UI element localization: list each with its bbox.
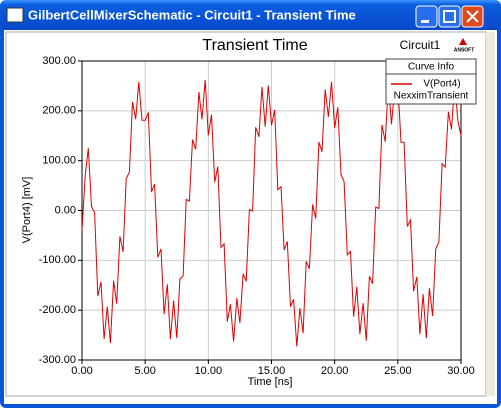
maximize-icon [443, 10, 456, 23]
legend-box [385, 58, 477, 105]
close-icon [466, 10, 479, 23]
minimize-icon [421, 20, 429, 23]
y-tick-label: -100.00 [39, 254, 76, 266]
x-tick-label: 0.00 [71, 365, 92, 377]
y-tick-label: 300.00 [42, 55, 76, 67]
y-tick-label: 100.00 [42, 155, 76, 167]
x-tick-label: 15.00 [258, 365, 286, 377]
legend-title: Curve Info [408, 62, 455, 73]
x-tick-label: 25.00 [384, 365, 412, 377]
scrollbar [486, 32, 495, 396]
chart-title: Transient Time [202, 37, 307, 54]
circuit-label: Circuit1 [400, 38, 441, 52]
y-axis-label: V(Port4) [mV] [21, 177, 33, 244]
maximize-button[interactable] [438, 5, 461, 28]
x-tick-label: 20.00 [321, 365, 349, 377]
legend-solution: NexximTransient [394, 91, 469, 102]
logo-icon [459, 38, 467, 45]
y-tick-label: -200.00 [39, 304, 76, 316]
logo: ANSOFT [454, 47, 475, 53]
minimize-button[interactable] [415, 5, 438, 28]
x-axis-label: Time [ns] [248, 376, 293, 388]
window-icon [6, 7, 24, 23]
plot-border [81, 60, 462, 361]
x-tick-label: 30.00 [447, 365, 475, 377]
y-tick-label: -300.00 [39, 354, 76, 366]
legend-entry: V(Port4) [423, 79, 460, 90]
x-tick-label: 10.00 [195, 365, 223, 377]
window-title: GilbertCellMixerSchematic - Circuit1 - T… [28, 7, 356, 22]
title-bar [0, 0, 501, 30]
y-tick-label: 0.00 [55, 204, 76, 216]
x-tick-label: 5.00 [134, 365, 155, 377]
y-tick-label: 200.00 [42, 105, 76, 117]
